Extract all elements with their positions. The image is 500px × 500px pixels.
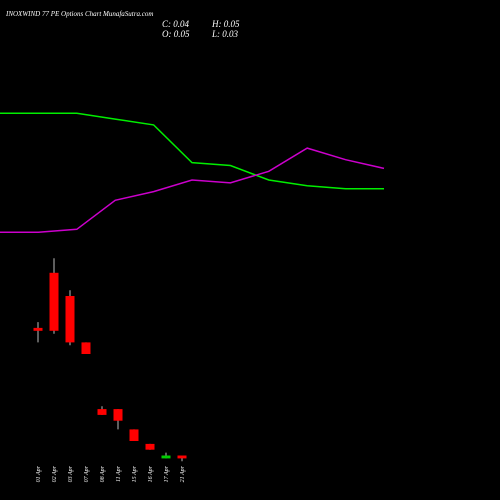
x-tick-label: 07 Apr <box>84 465 90 482</box>
candle-body <box>33 327 43 331</box>
x-tick-label: 01 Apr <box>36 465 42 482</box>
candle-body <box>177 455 187 459</box>
candle-body <box>97 409 107 415</box>
x-tick-label: 15 Apr <box>132 465 138 482</box>
close-label: C: 0.04 <box>162 19 190 29</box>
open-label: O: 0.05 <box>162 29 190 39</box>
x-tick-label: 03 Apr <box>68 465 74 482</box>
indicator-line <box>0 112 384 190</box>
indicator-line <box>0 147 385 233</box>
x-tick-label: 17 Apr <box>164 465 170 482</box>
high-label: H: 0.05 <box>211 19 240 29</box>
x-tick-label: 08 Apr <box>100 465 106 482</box>
x-tick-label: 16 Apr <box>148 465 154 482</box>
low-label: L: 0.03 <box>211 29 239 39</box>
x-tick-label: 02 Apr <box>52 465 58 482</box>
candle-body <box>161 455 171 459</box>
candle-body <box>145 443 155 450</box>
candle-body <box>113 409 123 421</box>
candle-body <box>49 272 59 331</box>
chart-title: INOXWIND 77 PE Options Chart MunafaSutra… <box>5 10 153 18</box>
candle-body <box>81 342 91 354</box>
candle-body <box>129 429 139 441</box>
x-tick-label: 11 Apr <box>116 465 122 482</box>
x-tick-label: 21 Apr <box>180 465 186 482</box>
candle-body <box>65 296 75 343</box>
